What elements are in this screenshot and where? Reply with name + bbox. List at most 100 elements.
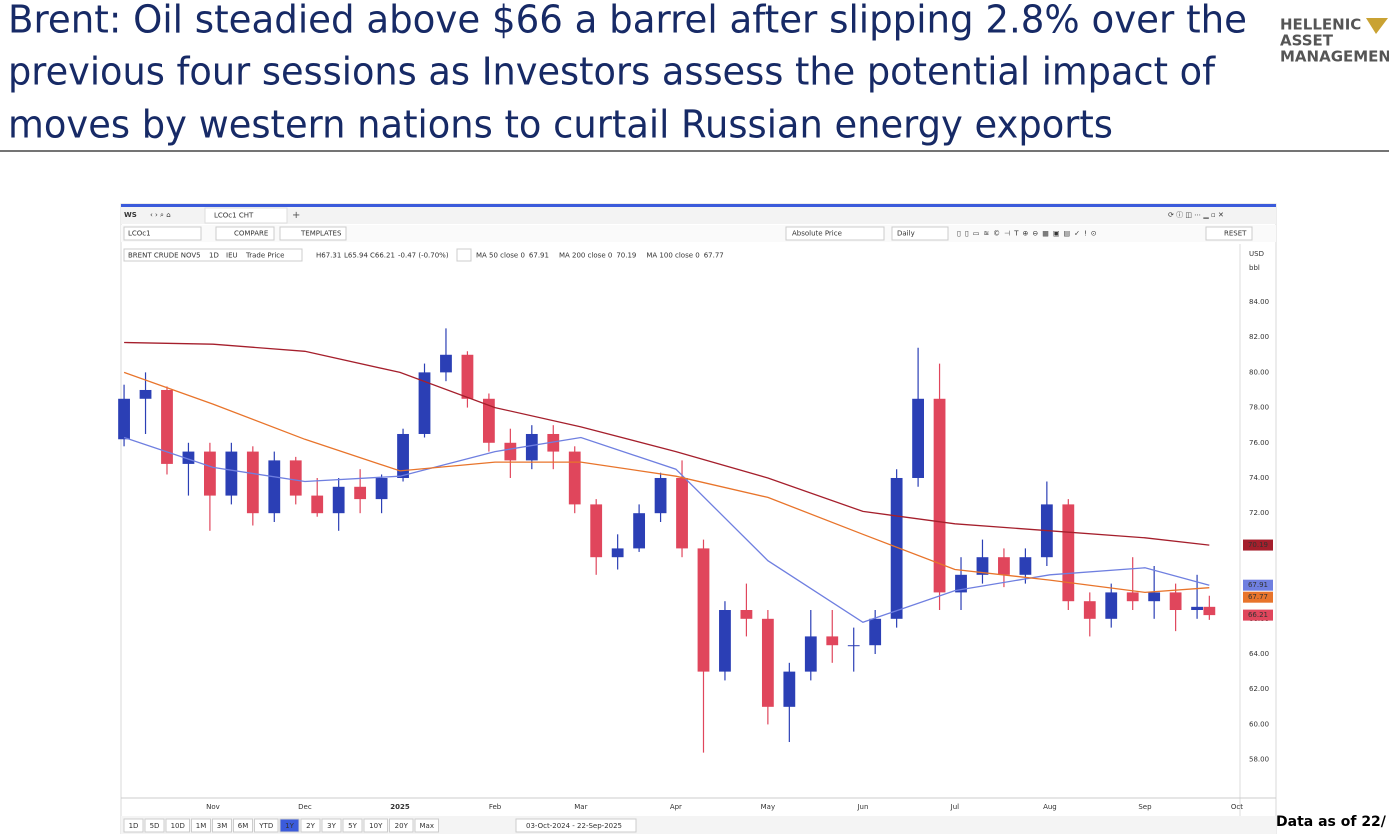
range-button[interactable] bbox=[342, 818, 363, 833]
candle-body bbox=[311, 495, 324, 514]
interval[interactable]: Daily bbox=[897, 230, 915, 238]
range-button[interactable] bbox=[389, 818, 414, 833]
date-range-box[interactable] bbox=[515, 818, 637, 833]
candle-body bbox=[976, 557, 989, 575]
price-label: 67.91 bbox=[1248, 581, 1268, 589]
window-accent bbox=[121, 204, 1276, 207]
range-label[interactable]: 10D bbox=[171, 822, 185, 830]
range-button[interactable] bbox=[414, 818, 439, 833]
range-button[interactable] bbox=[279, 818, 300, 833]
candle-body bbox=[1062, 504, 1075, 602]
x-tick-label: Dec bbox=[298, 803, 312, 811]
range-label[interactable]: 6M bbox=[238, 822, 249, 830]
legend-ohlc: -0.47 (-0.70%) bbox=[398, 252, 449, 260]
candle-body bbox=[332, 486, 345, 514]
price-label: 70.19 bbox=[1248, 541, 1268, 549]
candle-body bbox=[461, 354, 474, 399]
range-button[interactable] bbox=[212, 818, 232, 833]
range-label[interactable]: 20Y bbox=[395, 822, 409, 830]
candle-body bbox=[933, 398, 946, 593]
candle-body bbox=[440, 354, 452, 373]
y-tick-label: 74.00 bbox=[1249, 474, 1269, 482]
window-frame bbox=[120, 203, 1277, 834]
candle-body bbox=[783, 671, 796, 707]
logo-text: HELLENIC bbox=[1280, 16, 1361, 34]
logo-mark bbox=[1366, 18, 1388, 34]
x-tick-label: 2025 bbox=[390, 803, 410, 811]
range-button[interactable] bbox=[300, 818, 321, 833]
y-tick-label: 72.00 bbox=[1249, 509, 1269, 517]
candle-body bbox=[633, 513, 646, 549]
range-button[interactable] bbox=[363, 818, 388, 833]
candle-body bbox=[246, 451, 259, 514]
price-mode[interactable]: Absolute Price bbox=[792, 230, 842, 238]
range-label[interactable]: 3M bbox=[217, 822, 228, 830]
candle-body bbox=[1191, 606, 1203, 611]
range-button[interactable] bbox=[191, 818, 211, 833]
candle-body bbox=[676, 477, 688, 549]
reset-button[interactable] bbox=[1205, 226, 1253, 241]
range-label[interactable]: 1M bbox=[196, 822, 207, 830]
reset-label[interactable]: RESET bbox=[1224, 230, 1247, 238]
interval-select[interactable] bbox=[891, 226, 949, 241]
range-label[interactable]: 5D bbox=[150, 822, 160, 830]
toolbar bbox=[121, 225, 1276, 242]
tool-icons[interactable]: ▯▯▭≋©⊣T⊕⊖▦▣▤✓!⊙ bbox=[957, 230, 1101, 238]
range-button[interactable] bbox=[321, 818, 342, 833]
candle-body bbox=[118, 398, 130, 440]
y-tick-label: 64.00 bbox=[1249, 650, 1269, 658]
price-mode-select[interactable] bbox=[785, 226, 885, 241]
nav-icons[interactable]: ‹ › ⌕ ⌂ bbox=[150, 211, 171, 219]
range-label[interactable]: 5Y bbox=[348, 822, 357, 830]
new-tab[interactable]: + bbox=[292, 210, 300, 221]
candle-body bbox=[525, 433, 538, 461]
collapse-button[interactable] bbox=[456, 248, 472, 262]
title-line: Brent: Oil steadied above $66 a barrel a… bbox=[8, 0, 1247, 42]
tab-label[interactable]: LCOc1 CHT bbox=[214, 212, 254, 220]
ric-input[interactable] bbox=[123, 226, 202, 241]
workspace[interactable]: WS bbox=[124, 211, 137, 219]
currency[interactable]: USD bbox=[1249, 250, 1264, 258]
ric[interactable]: LCOc1 bbox=[128, 230, 151, 238]
x-tick-label: Apr bbox=[670, 803, 682, 811]
templates-button[interactable] bbox=[279, 226, 347, 241]
range-label[interactable]: 3Y bbox=[327, 822, 336, 830]
unit[interactable]: bbl bbox=[1249, 264, 1260, 272]
range-label[interactable]: Max bbox=[420, 822, 434, 830]
compare-label[interactable]: COMPARE bbox=[234, 230, 268, 238]
candle-body bbox=[912, 398, 924, 478]
range-label[interactable]: 1Y bbox=[285, 822, 294, 830]
range-button[interactable] bbox=[144, 818, 165, 833]
date-range[interactable]: 03-Oct-2024 - 22-Sep-2025 bbox=[526, 822, 622, 830]
candle-body bbox=[568, 451, 581, 505]
range-button[interactable] bbox=[254, 818, 279, 833]
range-label[interactable]: 1D bbox=[129, 822, 139, 830]
price-label: 66.21 bbox=[1248, 611, 1268, 619]
candle-body bbox=[1126, 592, 1139, 602]
price-box bbox=[1243, 539, 1273, 551]
candle-body bbox=[611, 548, 624, 558]
range-label[interactable]: 10Y bbox=[369, 822, 383, 830]
candle-body bbox=[268, 460, 281, 514]
candle-body bbox=[1019, 557, 1032, 575]
range-button[interactable] bbox=[165, 818, 190, 833]
templates-label[interactable]: TEMPLATES bbox=[300, 230, 342, 238]
ma-line bbox=[124, 341, 1210, 546]
range-button[interactable] bbox=[123, 818, 144, 833]
y-tick-label: 80.00 bbox=[1249, 368, 1269, 376]
candle-body bbox=[547, 433, 560, 452]
compare-button[interactable] bbox=[215, 226, 275, 241]
candle-body bbox=[397, 433, 409, 478]
candle-body bbox=[998, 557, 1010, 575]
legend-instrument: BRENT CRUDE NOV5 bbox=[128, 252, 201, 260]
tab[interactable] bbox=[204, 207, 288, 224]
window-controls[interactable]: ⟳ ⓘ ◫ ⋯ ▁ ▫ ✕ bbox=[1168, 211, 1224, 219]
x-tick-label: Aug bbox=[1043, 803, 1057, 811]
range-label[interactable]: 2Y bbox=[306, 822, 315, 830]
legend-ma-name: MA 200 close 0 bbox=[559, 252, 612, 260]
legend-ohlc: L65.94 bbox=[344, 252, 368, 260]
range-button[interactable] bbox=[233, 818, 253, 833]
range-label[interactable]: YTD bbox=[258, 822, 273, 830]
price-box bbox=[1243, 609, 1273, 621]
